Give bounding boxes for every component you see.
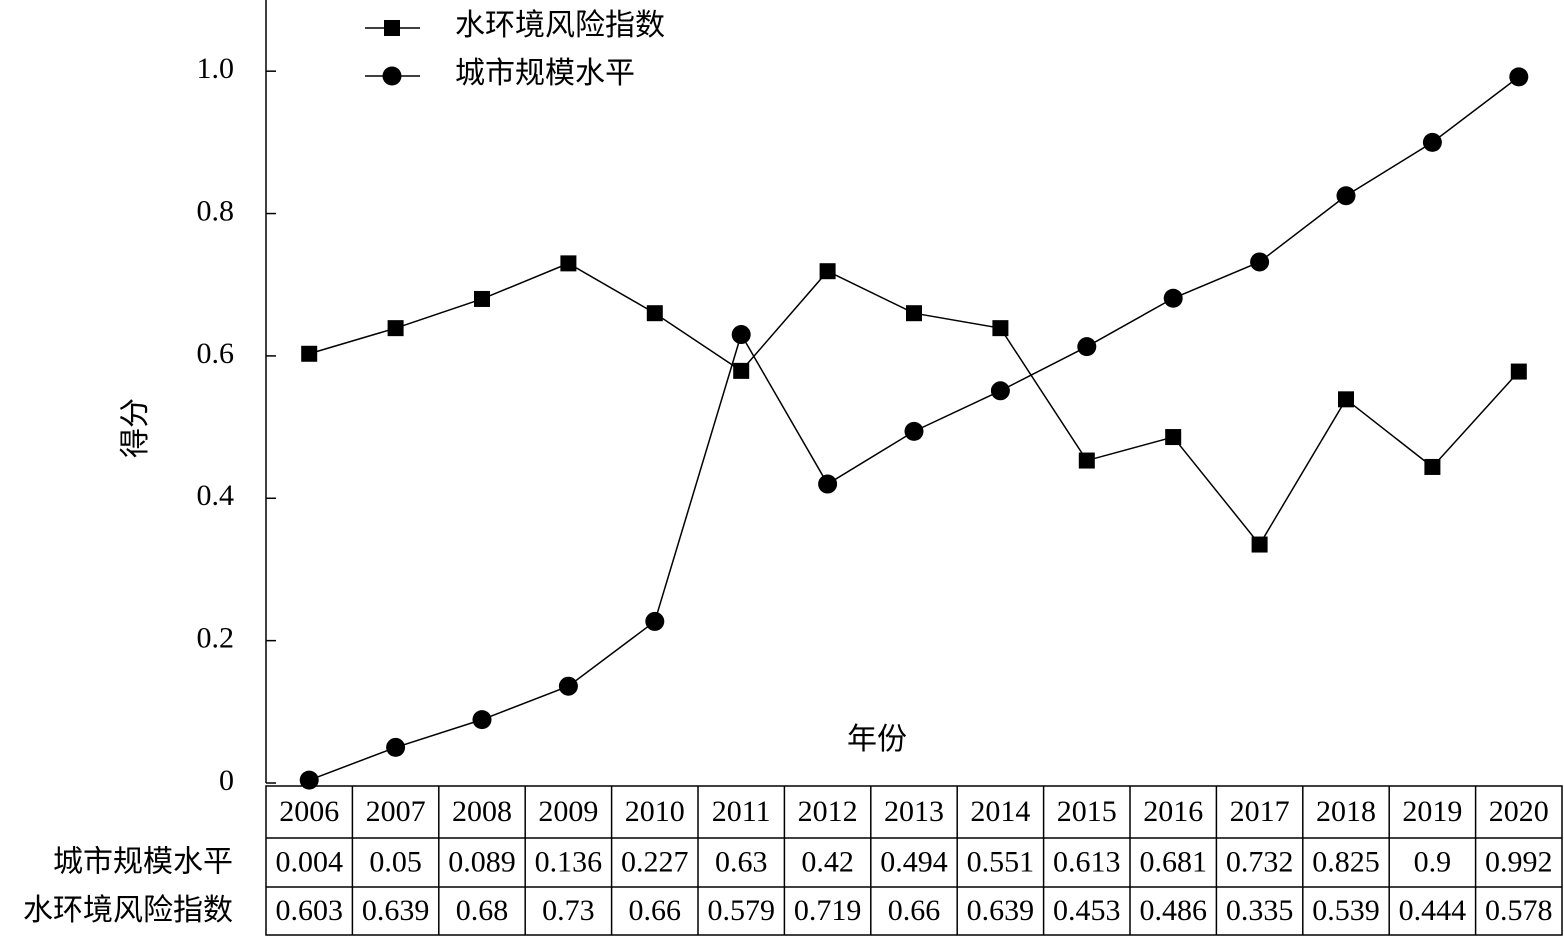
legend-marker <box>384 20 400 36</box>
table-cell: 0.681 <box>1139 845 1207 878</box>
legend-marker <box>382 66 402 86</box>
x-tick-label: 2018 <box>1316 795 1376 828</box>
data-point <box>386 737 406 757</box>
table-cell: 0.444 <box>1399 894 1467 927</box>
y-axis-label: 得分 <box>119 398 152 458</box>
table-cell: 0.9 <box>1414 845 1452 878</box>
data-point <box>731 325 751 345</box>
data-point <box>558 676 578 696</box>
y-tick-label: 0.8 <box>197 194 235 227</box>
data-point <box>645 611 665 631</box>
y-tick-label: 1.0 <box>197 52 235 85</box>
data-point <box>1422 132 1442 152</box>
data-point <box>1077 337 1097 357</box>
table-cell: 0.66 <box>629 894 682 927</box>
data-point <box>387 320 404 337</box>
table-cell: 0.486 <box>1139 894 1207 927</box>
y-tick-label: 0.2 <box>197 622 235 655</box>
table-cell: 0.639 <box>967 894 1035 927</box>
data-point <box>474 290 490 307</box>
data-point <box>1338 391 1354 408</box>
table-cell: 0.992 <box>1485 845 1553 878</box>
y-tick-label: 0.6 <box>197 337 235 370</box>
x-tick-label: 2014 <box>970 795 1030 828</box>
table-cell: 0.539 <box>1312 894 1380 927</box>
y-tick-label: 0.4 <box>197 479 235 512</box>
data-point <box>1424 458 1441 475</box>
data-point <box>906 305 922 322</box>
table-cell: 0.68 <box>456 894 509 927</box>
data-point <box>1336 186 1356 206</box>
table-cell: 0.603 <box>275 894 343 927</box>
x-axis-label: 年份 <box>847 723 907 756</box>
legend-label: 水环境风险指数 <box>455 9 665 42</box>
table-cell: 0.73 <box>542 894 595 927</box>
table-cell: 0.63 <box>715 845 768 878</box>
data-point <box>992 320 1009 337</box>
data-point <box>299 770 319 790</box>
table-cell: 0.719 <box>794 894 862 927</box>
table-cell: 0.42 <box>801 845 854 878</box>
x-tick-label: 2009 <box>538 795 598 828</box>
data-point <box>904 421 924 441</box>
table-cell: 0.639 <box>362 894 430 927</box>
table-row-label: 水环境风险指数 <box>23 894 233 927</box>
table-cell: 0.579 <box>707 894 775 927</box>
table-cell: 0.004 <box>275 845 343 878</box>
table-cell: 0.453 <box>1053 894 1121 927</box>
data-point <box>733 362 750 379</box>
x-tick-label: 2015 <box>1057 795 1117 828</box>
x-tick-label: 2010 <box>625 795 685 828</box>
data-point <box>1250 252 1270 272</box>
data-point <box>646 305 663 322</box>
data-point <box>472 710 492 730</box>
x-tick-label: 2007 <box>366 795 426 828</box>
table-cell: 0.335 <box>1226 894 1294 927</box>
table-cell: 0.05 <box>369 845 422 878</box>
data-point <box>301 345 318 362</box>
x-tick-label: 2011 <box>712 795 771 828</box>
data-point <box>560 255 577 272</box>
x-tick-label: 2019 <box>1402 795 1462 828</box>
table-cell: 0.66 <box>888 894 941 927</box>
table-cell: 0.494 <box>880 845 948 878</box>
table-cell: 0.825 <box>1312 845 1380 878</box>
legend-label: 城市规模水平 <box>455 57 635 90</box>
table-cell: 0.136 <box>535 845 603 878</box>
x-tick-label: 2006 <box>279 795 339 828</box>
data-point <box>1165 429 1182 446</box>
data-point <box>819 263 836 280</box>
x-tick-label: 2020 <box>1489 795 1549 828</box>
data-point <box>1251 536 1268 553</box>
data-point <box>1163 288 1183 308</box>
table-cell: 0.578 <box>1485 894 1553 927</box>
table-cell: 0.551 <box>967 845 1035 878</box>
data-point <box>1510 363 1527 380</box>
data-point <box>990 381 1010 401</box>
table-row-label: 城市规模水平 <box>53 845 233 878</box>
x-tick-label: 2008 <box>452 795 512 828</box>
x-tick-label: 2012 <box>798 795 858 828</box>
data-point <box>1078 452 1095 469</box>
x-tick-label: 2013 <box>884 795 944 828</box>
table-cell: 0.613 <box>1053 845 1121 878</box>
x-tick-label: 2017 <box>1230 795 1290 828</box>
data-point <box>1509 67 1529 87</box>
data-point <box>818 474 838 494</box>
x-tick-label: 2016 <box>1143 795 1203 828</box>
y-tick-label: 0 <box>219 764 234 797</box>
table-cell: 0.227 <box>621 845 689 878</box>
table-cell: 0.089 <box>448 845 516 878</box>
table-cell: 0.732 <box>1226 845 1294 878</box>
